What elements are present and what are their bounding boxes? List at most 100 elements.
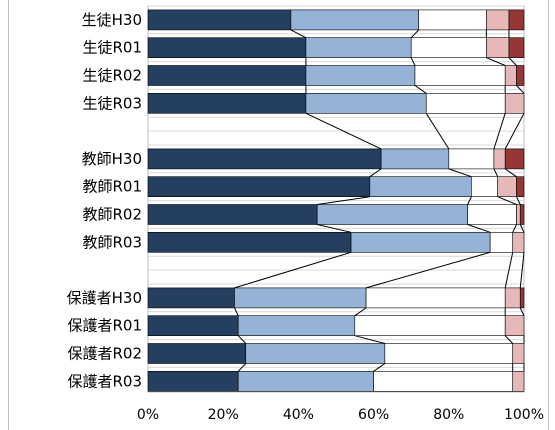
bar-segment-s2-c0 xyxy=(418,9,487,31)
connector-line xyxy=(519,252,525,288)
bar-segment-s2-c7 xyxy=(489,232,514,253)
bar-segment-s1-c1 xyxy=(305,37,412,59)
bar-segment-s1-c6 xyxy=(316,204,468,225)
category-label: 教師R03 xyxy=(82,233,142,251)
bar-segment-s1-c5 xyxy=(369,176,472,197)
category-label: 保護者H30 xyxy=(67,289,142,307)
x-tick-label: 20% xyxy=(208,407,239,423)
connector-line xyxy=(493,113,506,150)
connector-line xyxy=(504,113,525,150)
bar-segment-s0-c2 xyxy=(147,65,307,86)
category-label: 生徒R01 xyxy=(82,39,142,57)
bar-segment-s0-c7 xyxy=(147,232,352,253)
bar-segment-s4-c1 xyxy=(508,37,525,59)
connector-line xyxy=(410,57,416,66)
connector-line xyxy=(410,29,420,39)
bar-segment-s1-c11 xyxy=(237,370,374,392)
connector-line xyxy=(373,363,386,372)
bar-segment-s2-c10 xyxy=(384,343,514,364)
connector-line xyxy=(519,224,525,233)
category-label: 生徒R02 xyxy=(82,67,142,85)
category-label: 保護者R03 xyxy=(67,372,142,390)
category-label: 教師R01 xyxy=(82,178,142,196)
bar-segment-s4-c0 xyxy=(508,9,525,31)
bar-segment-s3-c4 xyxy=(493,148,506,170)
connector-line xyxy=(504,168,517,178)
connector-line xyxy=(519,307,525,316)
bar-segment-s0-c0 xyxy=(147,9,292,31)
connector-line xyxy=(234,307,239,316)
bar-segment-s4-c6 xyxy=(519,204,525,225)
connector-line xyxy=(425,113,450,150)
chart-frame xyxy=(8,0,549,430)
bar-segment-s3-c5 xyxy=(497,176,517,197)
connector-line xyxy=(516,85,525,94)
bar-segment-s2-c3 xyxy=(425,93,506,114)
connector-line xyxy=(504,252,514,289)
connector-line xyxy=(516,196,521,205)
connector-line xyxy=(234,251,352,289)
bar-segment-s3-c7 xyxy=(512,232,525,253)
bar-segment-s4-c4 xyxy=(504,148,525,170)
connector-line xyxy=(486,57,506,66)
bar-segment-s0-c3 xyxy=(147,93,307,114)
connector-line xyxy=(369,168,382,178)
connector-line xyxy=(467,196,472,205)
bar-segment-s1-c9 xyxy=(237,315,356,337)
connector-line xyxy=(414,85,427,94)
bar-segment-s3-c8 xyxy=(504,287,521,309)
category-label: 教師H30 xyxy=(82,150,142,168)
bar-segment-s4-c2 xyxy=(516,65,525,86)
x-tick-label: 80% xyxy=(433,407,464,423)
connector-line xyxy=(354,307,367,317)
bar-segment-s1-c7 xyxy=(350,232,491,253)
connector-line xyxy=(497,196,517,205)
bar-segment-s2-c6 xyxy=(467,204,517,225)
connector-line xyxy=(317,224,352,233)
bar-segment-s4-c8 xyxy=(519,287,525,309)
bar-segment-s3-c9 xyxy=(504,315,525,337)
bar-segment-s2-c2 xyxy=(414,65,506,86)
bar-segment-s0-c4 xyxy=(147,148,382,170)
connector-line xyxy=(365,251,491,289)
category-label: 教師R02 xyxy=(82,206,142,224)
bar-segment-s0-c10 xyxy=(147,343,247,364)
connector-line xyxy=(305,112,382,150)
connector-line xyxy=(237,363,247,372)
bar-segment-s3-c3 xyxy=(504,93,525,114)
connector-line xyxy=(493,168,499,177)
bar-segment-s0-c6 xyxy=(147,204,318,225)
bar-segment-s2-c5 xyxy=(471,176,498,197)
x-tick-label: 100% xyxy=(504,407,544,423)
x-tick-label: 40% xyxy=(283,407,314,423)
bar-segment-s3-c11 xyxy=(512,370,525,392)
bar-segment-s0-c5 xyxy=(147,176,371,197)
bar-segment-s0-c11 xyxy=(147,370,239,392)
bar-segment-s0-c1 xyxy=(147,37,307,59)
category-label: 生徒H30 xyxy=(82,11,142,29)
bar-segment-s2-c1 xyxy=(410,37,487,59)
bar-segment-s1-c2 xyxy=(305,65,416,86)
bar-segment-s2-c9 xyxy=(354,315,506,337)
bar-segment-s3-c2 xyxy=(504,65,517,86)
connector-line xyxy=(354,335,386,344)
bar-segment-s2-c4 xyxy=(448,148,495,170)
bar-segment-s0-c9 xyxy=(147,315,239,337)
bar-segment-s2-c8 xyxy=(365,287,506,309)
connector-line xyxy=(504,335,514,344)
bar-segment-s1-c0 xyxy=(290,9,420,31)
connector-line xyxy=(508,57,517,66)
connector-line xyxy=(448,168,472,178)
bar-segment-s2-c11 xyxy=(373,370,514,392)
bar-segment-s4-c5 xyxy=(516,176,525,197)
category-label: 生徒R03 xyxy=(82,94,142,112)
connector-line xyxy=(237,335,247,344)
bar-segment-s1-c3 xyxy=(305,93,427,114)
connector-line xyxy=(467,224,491,233)
bar-segment-s3-c1 xyxy=(486,37,510,59)
bar-segment-s3-c10 xyxy=(512,343,525,364)
connector-line xyxy=(290,29,307,39)
connector-line xyxy=(512,224,517,233)
x-tick-label: 60% xyxy=(358,407,389,423)
